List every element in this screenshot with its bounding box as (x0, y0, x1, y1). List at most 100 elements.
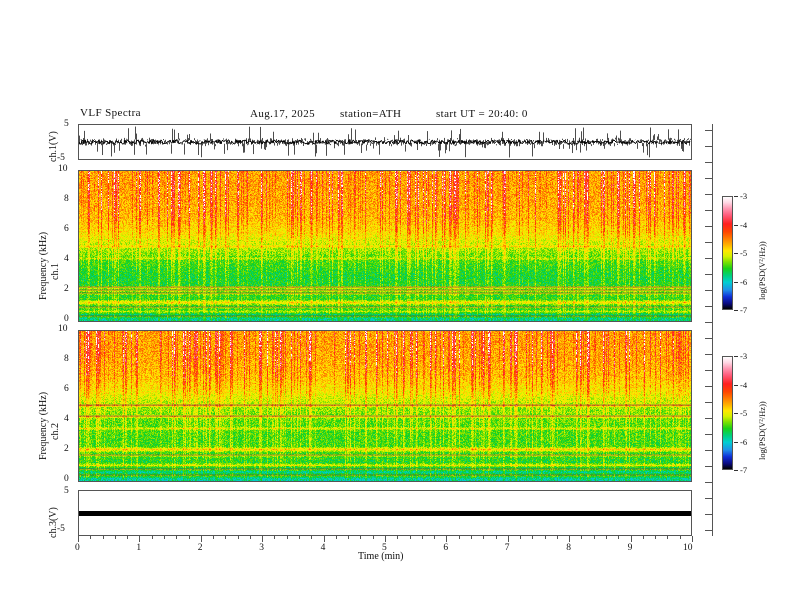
right-rail-tick (705, 258, 712, 259)
x-axis-minor-tick (655, 536, 657, 539)
right-rail-tick (705, 162, 712, 163)
x-axis-minor-tick (556, 536, 558, 539)
x-axis-minor-tick (544, 536, 546, 539)
x-axis-tick-label: 9 (627, 543, 633, 553)
colorbar-tick-label: -6 (740, 276, 748, 287)
right-rail-tick (705, 370, 712, 371)
right-rail-tick (705, 194, 712, 195)
ch1-waveform-axis-label: ch.1(V) (48, 131, 59, 162)
x-axis-minor-tick (102, 536, 104, 539)
right-rail-tick (705, 290, 712, 291)
x-axis-minor-tick (397, 536, 399, 539)
ch3-tick-neg5: -5 (57, 524, 65, 534)
colorbar-tick-label: -7 (740, 305, 748, 315)
ch2-freq-tick-0: 0 (64, 474, 69, 484)
right-rail-tick (705, 242, 712, 243)
x-axis-label: Time (min) (358, 551, 404, 562)
x-axis-minor-tick (532, 536, 534, 539)
x-axis-minor-tick (90, 536, 92, 539)
ch1-waveform-panel (78, 124, 692, 160)
ch1-freq-tick-10: 10 (58, 164, 68, 174)
x-axis-major-tick (569, 536, 571, 542)
ch1-channel-label: ch.1 (50, 263, 61, 280)
right-rail-tick (705, 418, 712, 419)
ch1-tick-neg5: -5 (57, 153, 65, 163)
x-axis-minor-tick (286, 536, 288, 539)
right-rail-tick (705, 178, 712, 179)
colorbar-tick (734, 384, 738, 386)
x-axis-minor-tick (593, 536, 595, 539)
ch1-waveform-trace (79, 125, 691, 159)
x-axis-minor-tick (495, 536, 497, 539)
ch1-spectrogram-image (79, 171, 691, 321)
x-axis-tick-label: 0 (75, 543, 80, 553)
ch1-colorbar-label: log(PSD(V²/Hz)) (757, 241, 767, 300)
x-axis-minor-tick (470, 536, 472, 539)
ch3-waveform-axis-label: ch.3(V) (48, 507, 59, 538)
right-rail-tick (705, 338, 712, 339)
ch2-frequency-axis-label: Frequency (kHz) (38, 391, 49, 460)
right-rail-tick (705, 354, 712, 355)
x-axis-minor-tick (274, 536, 276, 539)
x-axis-minor-tick (163, 536, 165, 539)
colorbar-tick-label: -3 (740, 351, 748, 361)
ch2-colorbar-label: log(PSD(V²/Hz)) (757, 401, 767, 460)
ch2-freq-tick-6: 6 (64, 384, 69, 394)
x-axis-minor-tick (176, 536, 178, 539)
right-rail-tick (705, 530, 712, 531)
x-axis-minor-tick (225, 536, 227, 539)
station-label: station=ATH (340, 108, 402, 120)
right-rail-tick (705, 466, 712, 467)
right-rail-tick (705, 402, 712, 403)
x-axis-major-tick (78, 536, 79, 542)
colorbar-tick (734, 281, 738, 283)
x-axis-minor-tick (458, 536, 460, 539)
colorbar-tick (734, 253, 738, 254)
page-title: VLF Spectra (80, 107, 141, 119)
right-rail-tick (705, 450, 712, 451)
x-axis-minor-tick (335, 536, 337, 539)
right-rail-tick (705, 306, 712, 307)
right-rail-tick (705, 386, 712, 387)
colorbar-tick-label: -5 (740, 408, 748, 418)
right-rail-tick (705, 226, 712, 227)
observation-date: Aug.17, 2025 (250, 108, 315, 120)
right-rail-tick (705, 274, 712, 275)
ch1-freq-tick-4: 4 (64, 254, 69, 264)
x-axis-minor-tick (434, 536, 436, 539)
ch2-channel-label: ch.2 (50, 423, 61, 440)
ch1-spectrogram-panel (78, 170, 692, 322)
colorbar-tick-label: -4 (740, 219, 748, 230)
ch1-freq-tick-6: 6 (64, 224, 69, 234)
x-axis-major-tick (200, 536, 202, 542)
start-ut-label: start UT = 20:40: 0 (436, 108, 528, 120)
ch1-colorbar (722, 196, 733, 310)
ch2-colorbar (722, 356, 733, 470)
x-axis-major-tick (507, 536, 509, 542)
ch2-freq-tick-10: 10 (58, 324, 68, 334)
colorbar-tick (734, 310, 738, 311)
colorbar-tick (734, 196, 738, 197)
x-axis-tick-label: 6 (443, 543, 449, 553)
x-axis-tick-label: 4 (320, 543, 326, 553)
colorbar-tick (734, 470, 738, 471)
x-axis-minor-tick (581, 536, 583, 539)
x-axis-minor-tick (483, 536, 485, 539)
x-axis-minor-tick (114, 536, 116, 539)
right-rail-tick (705, 514, 712, 515)
right-rail-line (712, 124, 713, 536)
colorbar-tick (734, 224, 738, 226)
ch1-freq-tick-0: 0 (64, 314, 69, 324)
ch1-tick-pos5: 5 (64, 119, 69, 129)
x-axis-tick-label: 8 (566, 543, 571, 553)
x-axis-minor-tick (249, 536, 251, 539)
right-rail-tick (705, 210, 712, 211)
right-rail-tick (705, 322, 712, 323)
x-axis-tick-label: 7 (504, 543, 510, 553)
colorbar-tick-label: -3 (740, 191, 748, 201)
ch2-freq-tick-4: 4 (64, 414, 69, 424)
ch2-spectrogram-image (79, 331, 691, 481)
ch3-waveform-panel (78, 490, 692, 536)
x-axis-minor-tick (299, 536, 301, 539)
ch3-waveform-trace (79, 491, 691, 535)
